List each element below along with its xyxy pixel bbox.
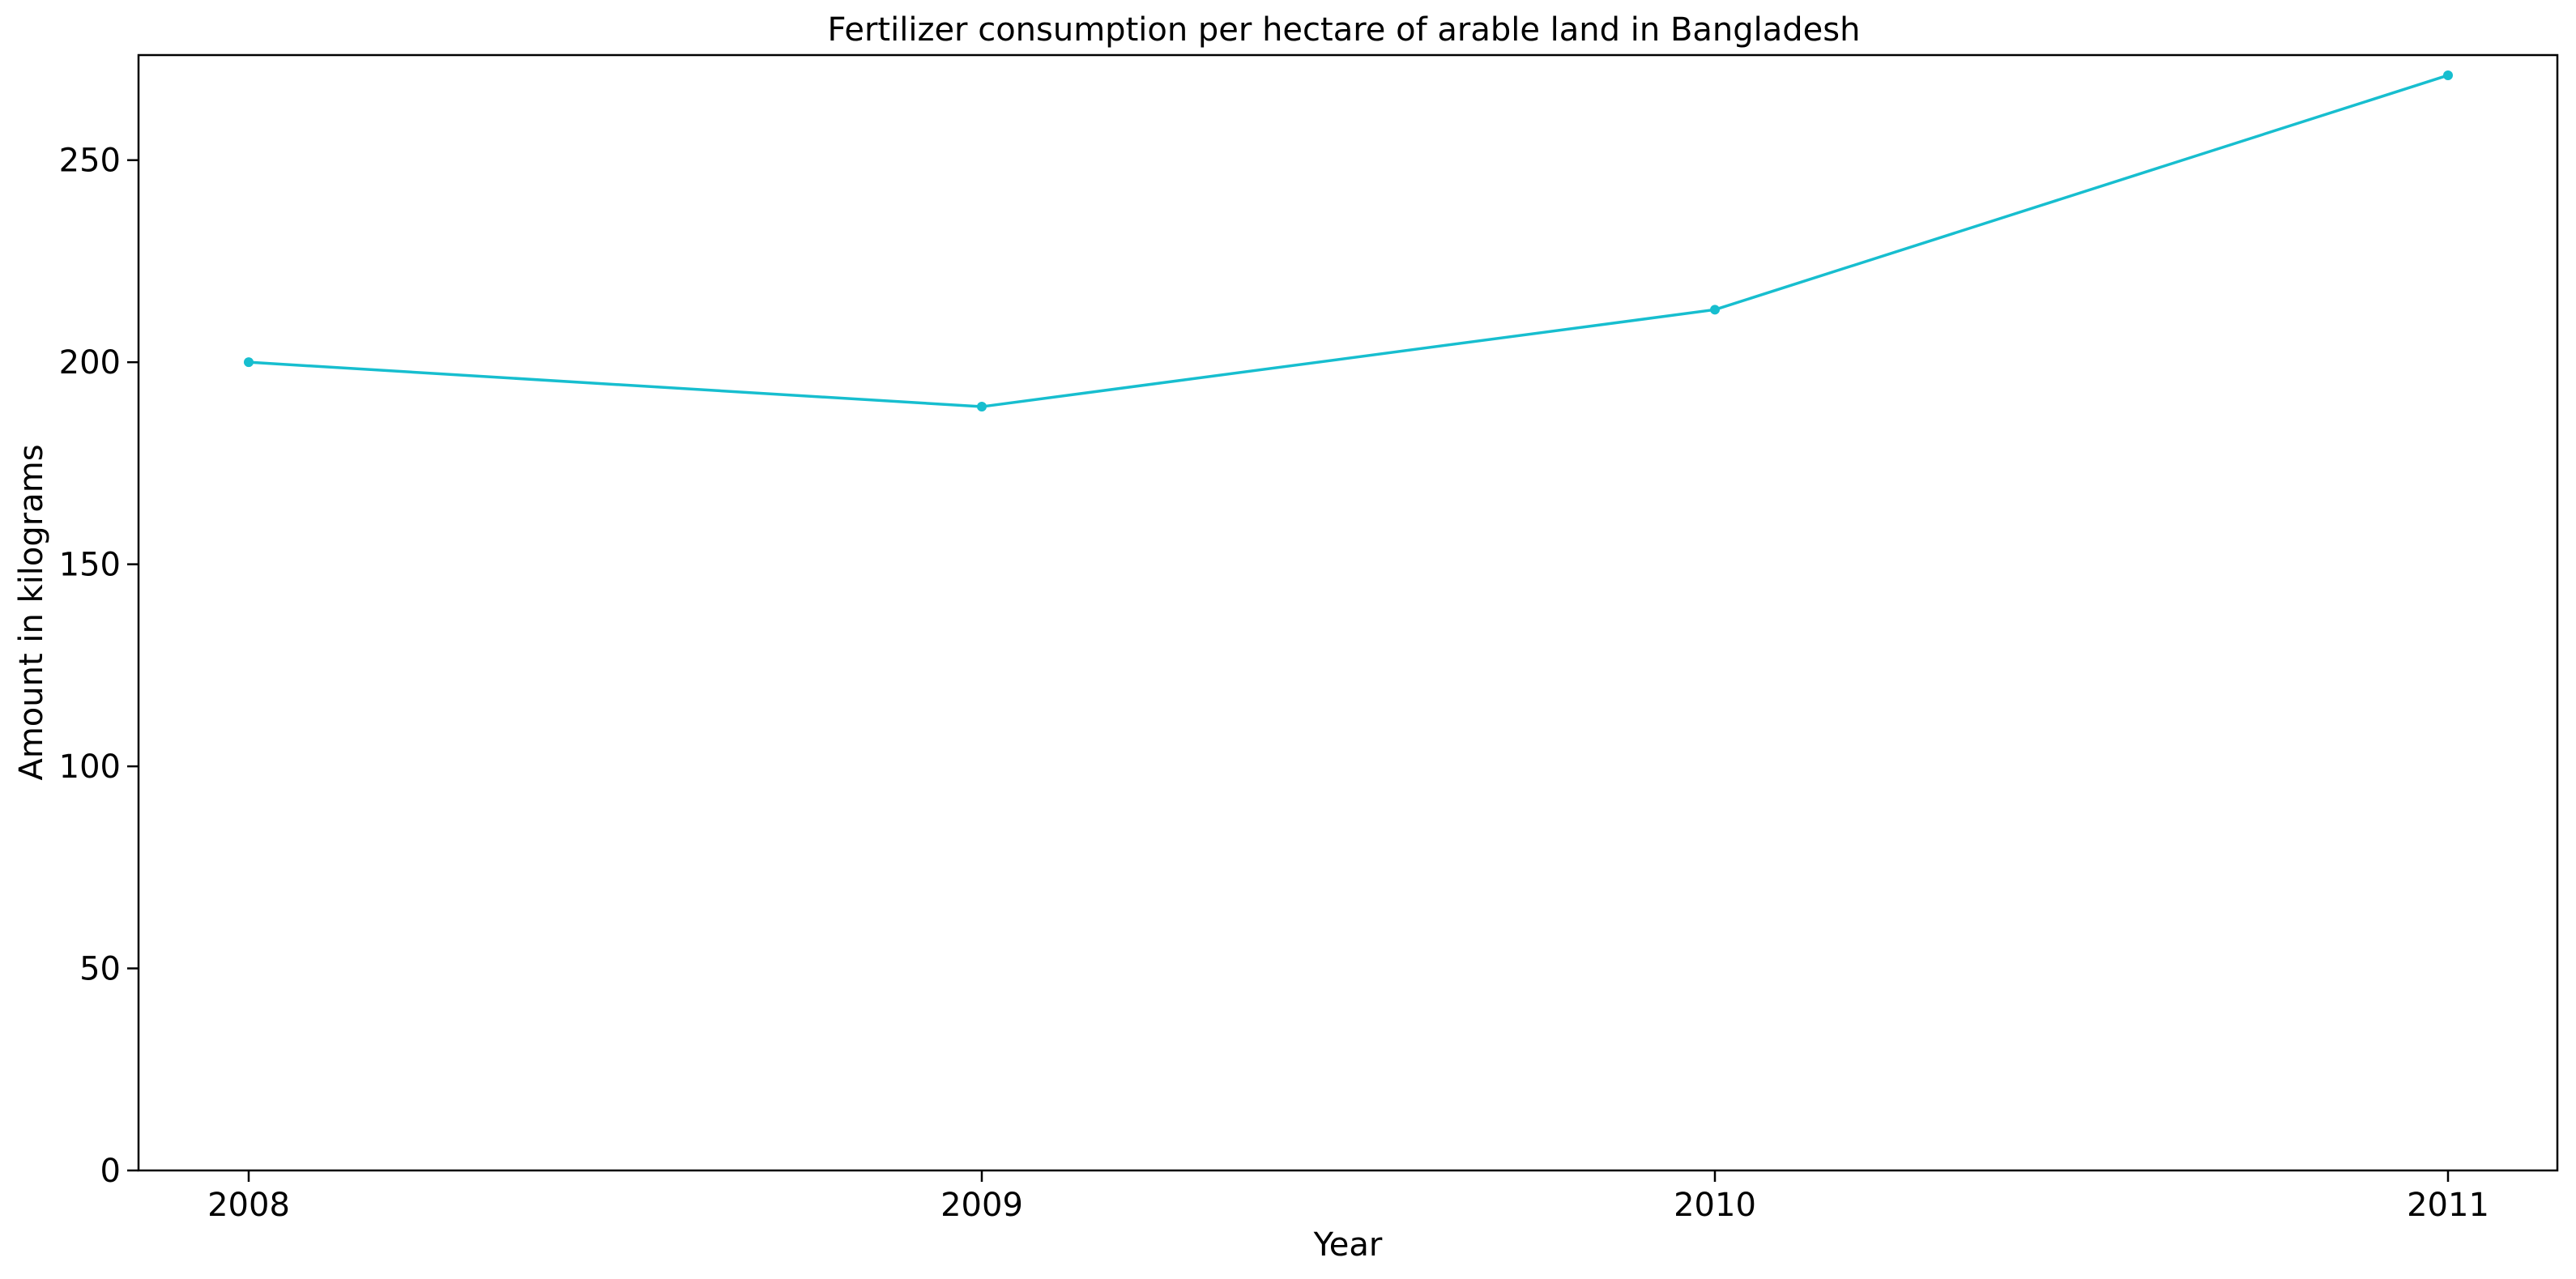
y-axis: 0 50 100 150 200 250 [59, 143, 139, 1190]
x-tick-label: 2011 [2407, 1187, 2489, 1224]
x-axis-label: Year [1313, 1226, 1383, 1264]
x-tick-label: 2008 [207, 1187, 290, 1224]
x-tick-label: 2010 [1674, 1187, 1756, 1224]
data-point [977, 402, 987, 412]
series-line [247, 74, 2450, 408]
y-axis-label: Amount in kilograms [13, 444, 50, 780]
x-tick-label: 2009 [940, 1187, 1023, 1224]
y-tick-label: 250 [59, 143, 121, 180]
y-tick-label: 0 [100, 1153, 121, 1190]
y-tick-label: 150 [59, 547, 121, 584]
data-point [244, 357, 254, 368]
plot-area [244, 70, 2453, 412]
y-tick-label: 50 [79, 951, 121, 988]
data-point [1710, 305, 1720, 315]
x-axis: 2008 2009 2010 2011 [207, 1170, 2489, 1224]
axes-frame [137, 53, 2559, 1172]
y-tick-label: 200 [59, 344, 121, 382]
chart-title: Fertilizer consumption per hectare of ar… [828, 11, 1861, 49]
y-tick-label: 100 [59, 748, 121, 786]
data-point [2443, 70, 2453, 80]
